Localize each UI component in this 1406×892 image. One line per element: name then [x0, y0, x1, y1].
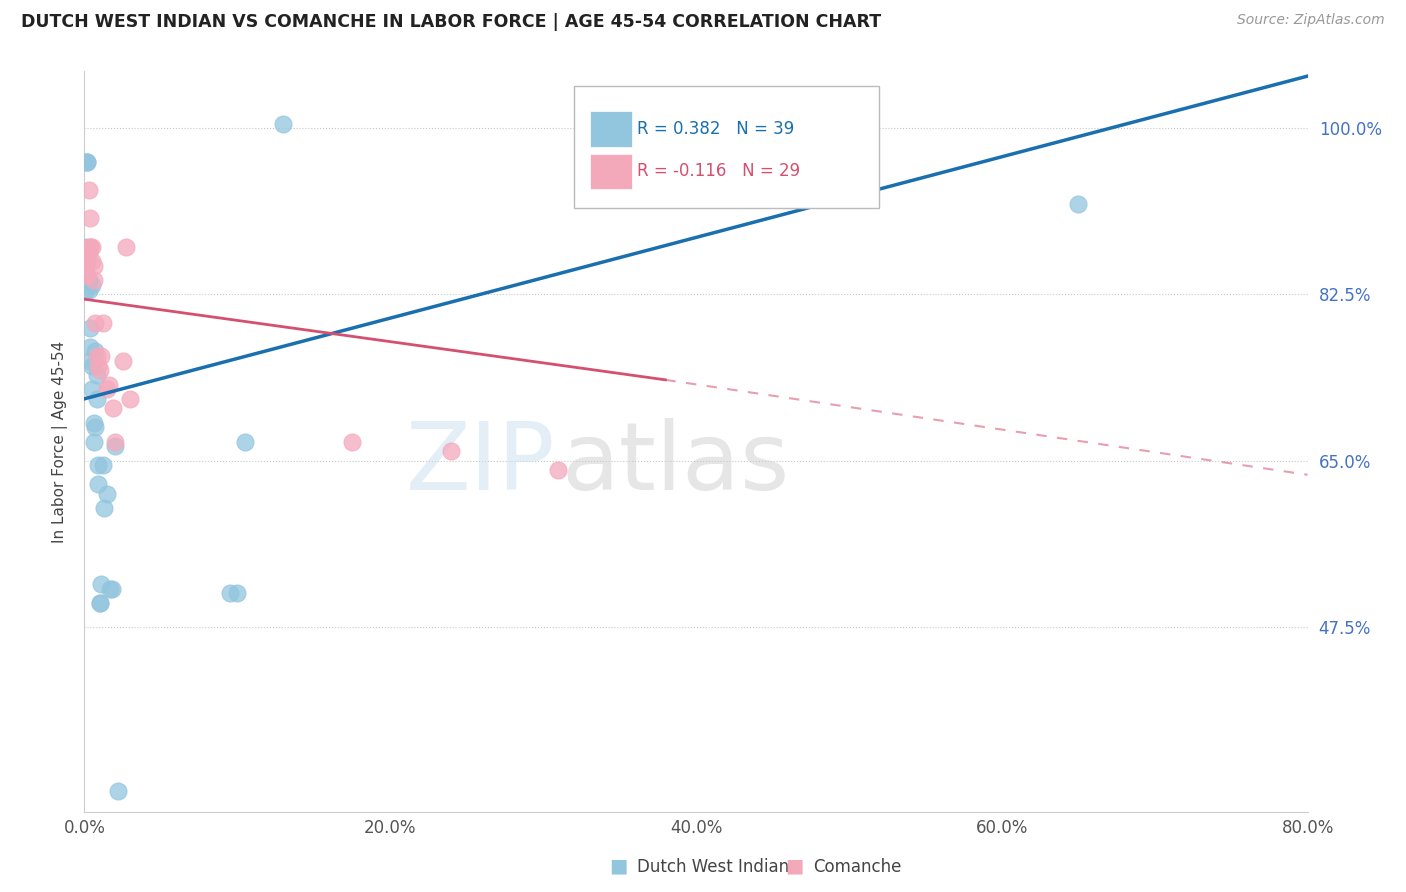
Point — [86, 392, 108, 406]
Text: Source: ZipAtlas.com: Source: ZipAtlas.com — [1237, 13, 1385, 28]
Point — [547, 463, 569, 477]
Point — [101, 582, 124, 596]
Text: R = -0.116   N = 29: R = -0.116 N = 29 — [637, 162, 800, 180]
Point — [75, 259, 97, 273]
Point — [79, 320, 101, 334]
Point — [87, 359, 110, 373]
Point — [96, 382, 118, 396]
Point — [87, 477, 110, 491]
Point — [103, 401, 125, 416]
Point — [83, 273, 105, 287]
FancyBboxPatch shape — [574, 87, 880, 209]
Point — [80, 240, 103, 254]
Point — [77, 183, 100, 197]
Point — [75, 268, 97, 283]
Point — [80, 359, 103, 373]
Point — [233, 434, 256, 449]
Point — [76, 154, 98, 169]
Point — [77, 283, 100, 297]
Point — [91, 458, 114, 473]
Point — [226, 586, 249, 600]
Text: DUTCH WEST INDIAN VS COMANCHE IN LABOR FORCE | AGE 45-54 CORRELATION CHART: DUTCH WEST INDIAN VS COMANCHE IN LABOR F… — [21, 13, 882, 31]
Point — [80, 254, 103, 268]
Point — [340, 434, 363, 449]
Point — [440, 444, 463, 458]
Point — [84, 420, 107, 434]
Point — [87, 458, 110, 473]
Point — [79, 340, 101, 354]
FancyBboxPatch shape — [589, 112, 633, 147]
Point — [79, 240, 101, 254]
Point — [98, 582, 121, 596]
Point — [80, 382, 103, 396]
Point — [120, 392, 142, 406]
Point — [75, 254, 97, 268]
Point — [104, 439, 127, 453]
Point — [96, 487, 118, 501]
Point — [75, 283, 97, 297]
Point — [271, 117, 294, 131]
Point — [77, 244, 100, 259]
Point — [1067, 197, 1090, 211]
Point — [107, 784, 129, 798]
Point — [90, 577, 112, 591]
Text: atlas: atlas — [561, 417, 790, 509]
Point — [75, 268, 97, 283]
Point — [75, 244, 97, 259]
Point — [76, 268, 98, 283]
Y-axis label: In Labor Force | Age 45-54: In Labor Force | Age 45-54 — [52, 341, 69, 542]
Point — [104, 434, 127, 449]
Point — [84, 344, 107, 359]
Text: ZIP: ZIP — [406, 417, 555, 509]
Point — [79, 354, 101, 368]
Point — [89, 596, 111, 610]
Point — [97, 377, 120, 392]
Point — [93, 500, 115, 515]
Point — [75, 240, 97, 254]
Text: ■: ■ — [609, 857, 628, 876]
FancyBboxPatch shape — [589, 153, 633, 189]
Point — [75, 154, 97, 169]
Text: ■: ■ — [785, 857, 804, 876]
Point — [86, 368, 108, 383]
Point — [79, 240, 101, 254]
Point — [114, 240, 136, 254]
Point — [83, 416, 105, 430]
Point — [83, 259, 105, 273]
Point — [77, 273, 100, 287]
Point — [111, 354, 134, 368]
Point — [80, 277, 103, 292]
Point — [91, 316, 114, 330]
Point — [86, 349, 108, 363]
Text: Dutch West Indians: Dutch West Indians — [637, 858, 797, 876]
Point — [76, 254, 98, 268]
Point — [90, 349, 112, 363]
Point — [89, 363, 111, 377]
Point — [89, 596, 111, 610]
Point — [218, 586, 240, 600]
Point — [76, 154, 98, 169]
Text: Comanche: Comanche — [813, 858, 901, 876]
Point — [84, 316, 107, 330]
Text: R = 0.382   N = 39: R = 0.382 N = 39 — [637, 120, 794, 138]
Point — [79, 211, 101, 226]
Point — [83, 434, 105, 449]
